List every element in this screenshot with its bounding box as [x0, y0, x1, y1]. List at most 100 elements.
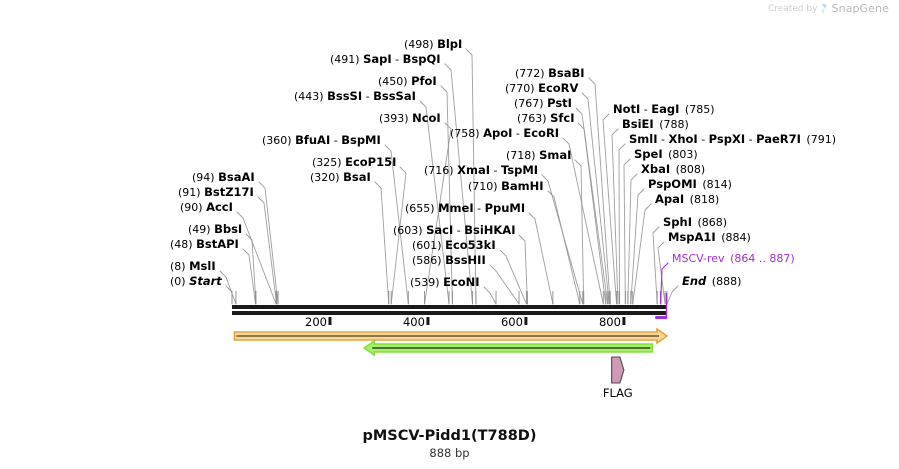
enzyme-label-ecori[interactable]: (758) ApoI - EcoRI: [450, 127, 559, 140]
enzyme-name: BstZ17I: [204, 185, 254, 199]
feature-mscv-rev-primer[interactable]: [655, 316, 667, 319]
enzyme-label-bsabi[interactable]: (772) BsaBI: [515, 67, 585, 80]
snapgene-logo-icon: [821, 3, 828, 14]
enzyme-label-bsaai[interactable]: (94) BsaAI: [192, 171, 255, 184]
enzyme-label-bstz17i[interactable]: (91) BstZ17I: [178, 186, 254, 199]
ruler-label-800: 800: [598, 315, 621, 329]
enzyme-label-ncoi[interactable]: (393) NcoI: [379, 112, 441, 125]
spacer: [679, 103, 683, 116]
leader-line-bsiei: [611, 128, 619, 305]
enzyme-label-bbsi[interactable]: (49) BbsI: [188, 223, 242, 236]
enzyme-position: (888): [711, 275, 742, 288]
enzyme-position: (788): [659, 118, 689, 131]
enzyme-label-saci[interactable]: (603) SacI - BsiHKAI: [393, 224, 515, 237]
enzyme-label-eco53ki[interactable]: (601) Eco53kI: [412, 239, 496, 252]
enzyme-label-bsai[interactable]: (320) BsaI: [310, 171, 371, 184]
enzyme-position: (864 .. 887): [730, 252, 795, 265]
enzyme-label-bsssi[interactable]: (443) BssSI - BssSaI: [294, 90, 416, 103]
leader-line-apai: [632, 203, 652, 305]
enzyme-label-end[interactable]: End (888): [682, 275, 741, 288]
leader-line-mspa1i: [657, 241, 666, 305]
feature-flag-tag[interactable]: [611, 356, 625, 384]
leader-line-ecop15i: [390, 166, 407, 305]
leader-line-ncoi: [424, 122, 452, 305]
enzyme-label-pspomi[interactable]: PspOMI (814): [648, 178, 732, 191]
enzyme-position: (539): [410, 276, 440, 289]
backbone-line-bottom: [232, 311, 667, 315]
name-separator: -: [657, 133, 669, 146]
enzyme-label-mspa1i[interactable]: MspA1I (884): [668, 231, 751, 244]
enzyme-label-econi[interactable]: (539) EcoNI: [410, 276, 480, 289]
enzyme-label-pfoi[interactable]: (450) PfoI: [378, 75, 437, 88]
enzyme-label-ecorv[interactable]: (770) EcoRV: [505, 82, 578, 95]
enzyme-label-bamhi[interactable]: (710) BamHI: [468, 180, 544, 193]
leader-line-bsshii: [489, 264, 520, 305]
leader-line-bsai: [374, 181, 390, 305]
enzyme-name: TspMI: [500, 163, 539, 177]
feature-group: [233, 293, 669, 384]
leader-line-pspomi: [630, 188, 645, 305]
leader-line-bamhi: [547, 190, 581, 305]
enzyme-label-bfuai[interactable]: (360) BfuAI - BspMI: [262, 134, 381, 147]
enzyme-position: (320): [310, 171, 340, 184]
enzyme-label-smli[interactable]: SmlI - XhoI - PspXI - PaeR7I (791): [629, 133, 836, 146]
enzyme-label-smai[interactable]: (718) SmaI: [506, 149, 571, 162]
enzyme-label-bstapi[interactable]: (48) BstAPI: [170, 238, 239, 251]
leader-line-end: [666, 285, 679, 305]
enzyme-label-msli[interactable]: (8) MslI: [170, 260, 216, 273]
enzyme-label-bsshii[interactable]: (586) BssHII: [412, 254, 486, 267]
enzyme-position: (767): [514, 97, 544, 110]
enzyme-label-blpi[interactable]: (498) BlpI: [404, 38, 462, 51]
enzyme-label-sfci[interactable]: (763) SfcI: [517, 112, 574, 125]
enzyme-name: XmaI: [457, 163, 490, 177]
enzyme-label-sphi[interactable]: SphI (868): [663, 216, 727, 229]
enzyme-name: XbaI: [641, 162, 671, 176]
spacer: [663, 148, 667, 161]
enzyme-position: (393): [379, 112, 409, 125]
leader-line-bstapi: [242, 248, 256, 305]
leader-line-ecori: [562, 137, 604, 305]
name-separator: -: [640, 103, 652, 116]
enzyme-position: (450): [378, 75, 408, 88]
enzyme-position: (884): [721, 231, 751, 244]
enzyme-name: BsaAI: [218, 170, 255, 184]
enzyme-label-spei[interactable]: SpeI (803): [634, 148, 698, 161]
enzyme-label-xbai[interactable]: XbaI (808): [641, 163, 705, 176]
spacer: [801, 133, 805, 146]
leader-line-pfoi: [440, 85, 453, 305]
spacer: [706, 275, 710, 288]
enzyme-label-noti[interactable]: NotI - EagI (785): [613, 103, 715, 116]
enzyme-name: MmeI: [438, 201, 474, 215]
enzyme-position: (325): [312, 156, 342, 169]
enzyme-label-xmai[interactable]: (716) XmaI - TspMI: [424, 164, 538, 177]
enzyme-name: BsiEI: [622, 117, 654, 131]
ruler-tick-group: [328, 317, 626, 325]
enzyme-name: EcoRV: [538, 81, 579, 95]
enzyme-name: BlpI: [437, 37, 463, 51]
enzyme-name: ApoI: [483, 126, 513, 140]
enzyme-label-mmei[interactable]: (655) MmeI - PpuMI: [405, 202, 525, 215]
enzyme-label-psti[interactable]: (767) PstI: [514, 97, 572, 110]
spacer: [697, 178, 701, 191]
spacer: [692, 216, 696, 229]
leader-line-sapi: [444, 63, 473, 305]
enzyme-label-bsiei[interactable]: BsiEI (788): [622, 118, 689, 131]
enzyme-label-mscvrev[interactable]: MSCV-rev (864 .. 887): [672, 253, 795, 265]
enzyme-position: (91): [178, 186, 201, 199]
enzyme-position: (716): [424, 164, 454, 177]
enzyme-label-sapi[interactable]: (491) SapI - BspQI: [330, 53, 441, 66]
enzyme-name: MslI: [189, 259, 216, 273]
ruler-label-600: 600: [500, 315, 523, 329]
leader-line-saci: [518, 234, 528, 305]
enzyme-position: (603): [393, 224, 423, 237]
enzyme-label-ecop15i[interactable]: (325) EcoP15I: [312, 156, 396, 169]
enzyme-position: (770): [505, 82, 535, 95]
enzyme-label-acci[interactable]: (90) AccI: [180, 201, 233, 214]
enzyme-position: (0): [170, 275, 186, 288]
leader-line-noti: [602, 113, 617, 305]
ruler-label-400: 400: [402, 315, 425, 329]
enzyme-label-apai[interactable]: ApaI (818): [655, 193, 719, 206]
enzyme-label-start[interactable]: (0) Start: [170, 275, 222, 288]
enzyme-name: MSCV-rev: [672, 252, 725, 265]
enzyme-name: BssSI: [327, 89, 363, 103]
